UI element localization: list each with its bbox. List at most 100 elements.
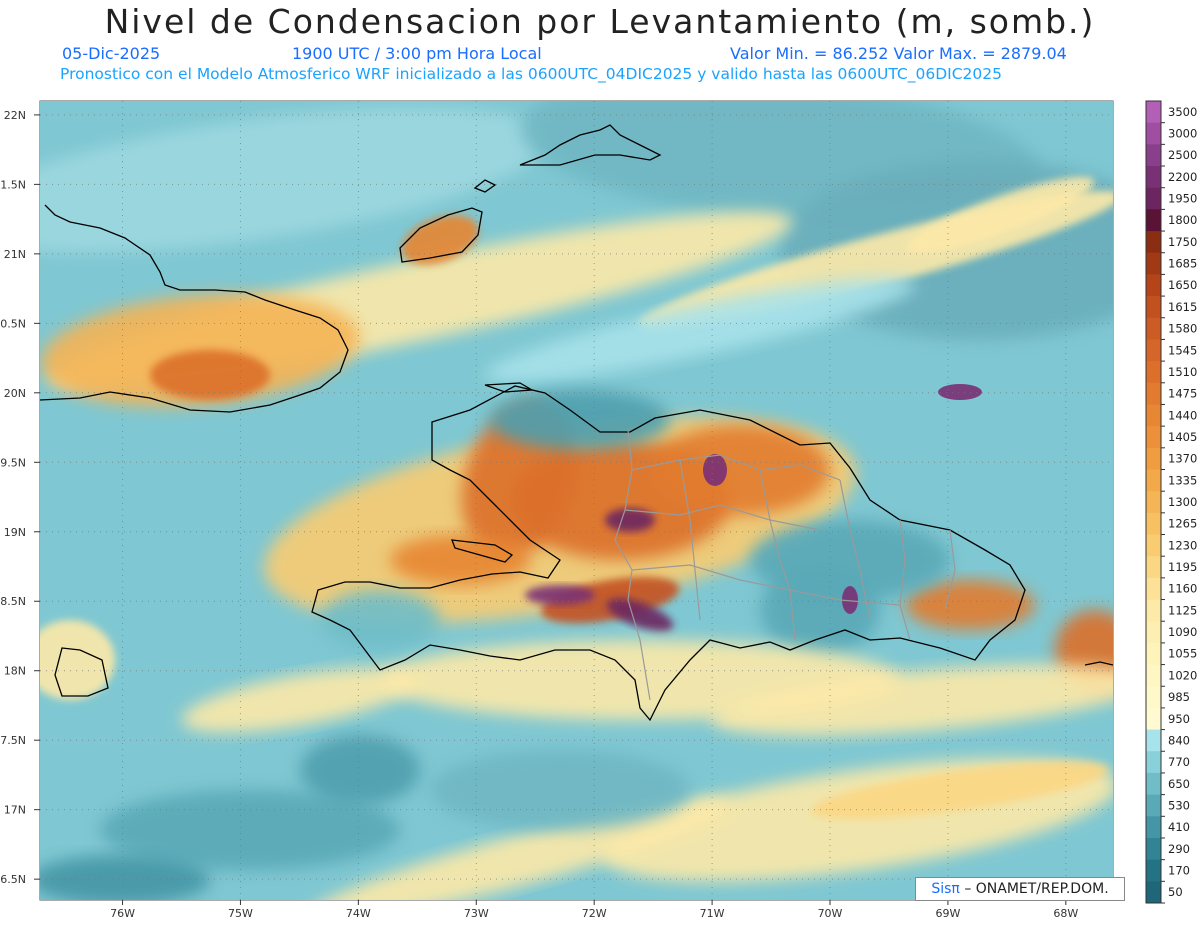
field-patch: [938, 384, 982, 400]
legend-swatch: [1146, 426, 1161, 449]
lat-tick-label: 19N: [4, 526, 26, 539]
legend-swatch: [1146, 144, 1161, 167]
lcl-shaded-field: [40, 101, 1113, 900]
coastline-path: [399, 207, 483, 263]
forecast-time: 1900 UTC / 3:00 pm Hora Local: [292, 44, 542, 63]
lon-tick-label: 74W: [346, 907, 371, 920]
legend-label: 1615: [1168, 300, 1197, 314]
legend-swatch: [1146, 447, 1161, 470]
legend-label: 1800: [1168, 213, 1197, 227]
lat-tick-label: 6.5N: [0, 873, 26, 886]
field-patch: [710, 664, 1113, 736]
latitude-labels: 22N 1.5N 21N 0.5N 20N 9.5N 19N 8.5N 18N 7.5N 17N 6.…: [0, 109, 40, 886]
legend-swatch: [1146, 642, 1161, 666]
lon-tick-label: 76W: [110, 907, 135, 920]
coastlines: [40, 124, 1113, 722]
legend-frame: [1145, 100, 1162, 904]
legend-label: 950: [1168, 712, 1190, 726]
province-border: [944, 529, 956, 611]
legend-label: 985: [1168, 690, 1190, 704]
legend-label: 650: [1168, 777, 1190, 791]
legend-swatch: [1146, 231, 1161, 254]
legend-label: 2500: [1168, 148, 1197, 162]
legend-label: 1650: [1168, 278, 1197, 292]
field-patch: [100, 790, 400, 870]
lon-tick-label: 75W: [228, 907, 253, 920]
lat-tick-label: 21N: [4, 248, 26, 261]
legend-label: 1300: [1168, 495, 1197, 509]
legend-swatch: [1146, 534, 1161, 557]
field-patch: [300, 735, 420, 805]
province-border: [759, 469, 796, 641]
coastline-path: [54, 647, 109, 697]
legend-label: 410: [1168, 820, 1190, 834]
coastline-path: [484, 382, 535, 393]
legend-swatch: [1146, 274, 1161, 297]
credit-text: – ONAMET/REP.DOM.: [964, 881, 1109, 897]
field-patch: [811, 761, 1109, 819]
field-patch: [605, 508, 655, 532]
legend-label: 1475: [1168, 387, 1197, 401]
lon-tick-label: 73W: [464, 907, 489, 920]
province-border: [614, 429, 651, 701]
field-patch: [905, 176, 1095, 254]
legend-swatch: [1146, 751, 1161, 774]
legend-label: 1950: [1168, 192, 1197, 206]
field-patch: [703, 454, 727, 486]
legend-label: 290: [1168, 842, 1190, 856]
legend-swatch: [1146, 339, 1161, 362]
legend-swatch: [1146, 101, 1161, 124]
lat-tick-label: 0.5N: [0, 317, 26, 330]
coastline-path: [519, 124, 662, 166]
field-patch: [307, 798, 733, 900]
legend-swatch: [1146, 729, 1161, 752]
field-patch: [181, 667, 419, 733]
legend-swatch: [1146, 837, 1161, 861]
sispi-logo: Sisπ: [931, 881, 960, 897]
legend-swatch: [1146, 577, 1161, 601]
legend-swatch: [1146, 382, 1161, 405]
legend-label: 1195: [1168, 560, 1197, 574]
field-patch: [842, 586, 858, 614]
province-border: [624, 504, 821, 531]
lon-tick-label: 72W: [582, 907, 607, 920]
lat-tick-label: 9.5N: [0, 456, 26, 469]
legend-swatch: [1146, 122, 1161, 145]
province-border: [899, 519, 911, 641]
legend-label: 50: [1168, 885, 1183, 899]
lon-tick-label: 69W: [935, 907, 960, 920]
legend-label: 1405: [1168, 430, 1197, 444]
field-patch: [40, 620, 115, 700]
coastline-path: [473, 179, 497, 193]
legend-swatch: [1146, 621, 1161, 644]
legend-swatch: [1146, 859, 1161, 882]
legend-label: 770: [1168, 755, 1190, 769]
lat-tick-label: 17N: [4, 804, 26, 817]
field-patch: [40, 107, 548, 253]
legend-swatch: [1146, 772, 1161, 796]
province-border: [679, 459, 701, 621]
forecast-date: 05-Dic-2025: [62, 44, 161, 63]
legend-label: 1125: [1168, 603, 1197, 617]
color-scale-legend: 3500 3000 2500 2200 1950 1800 1750 1685 1650 1615…: [1145, 100, 1197, 904]
coastline-path: [40, 204, 349, 413]
legend-swatch: [1146, 881, 1161, 904]
lat-tick-label: 18N: [4, 665, 26, 678]
field-patch: [490, 390, 670, 450]
legend-label: 1090: [1168, 625, 1197, 639]
legend-swatch: [1146, 686, 1161, 709]
legend-label: 1580: [1168, 322, 1197, 336]
legend-label: 530: [1168, 798, 1190, 812]
legend-swatch: [1146, 816, 1161, 839]
legend-label: 1020: [1168, 668, 1197, 682]
legend-label: 1545: [1168, 343, 1197, 357]
model-subtitle: Pronostico con el Modelo Atmosferico WRF…: [60, 65, 1002, 83]
lat-tick-label: 8.5N: [0, 595, 26, 608]
legend-swatch: [1146, 317, 1161, 340]
legend-label: 1685: [1168, 257, 1197, 271]
lat-tick-label: 20N: [4, 387, 26, 400]
field-patch: [430, 750, 690, 830]
min-max-values: Valor Min. = 86.252 Valor Max. = 2879.04: [730, 44, 1067, 63]
province-border: [631, 564, 901, 606]
